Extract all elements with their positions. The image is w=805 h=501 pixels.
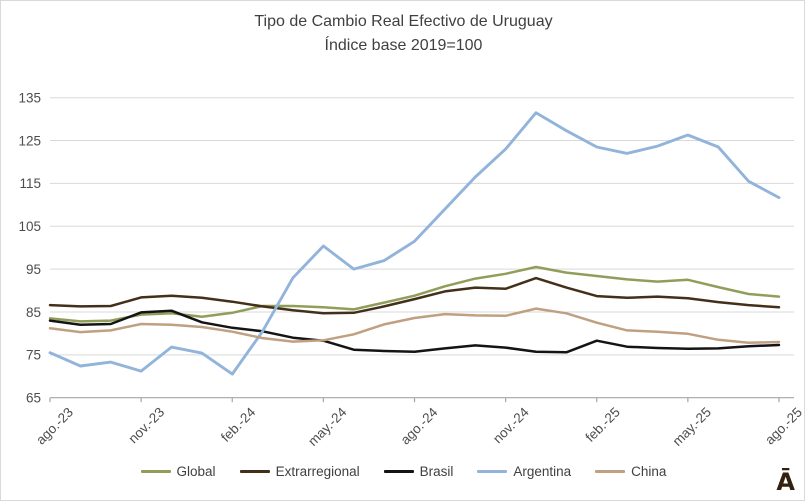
chart-title-line2: Índice base 2019=100: [324, 37, 483, 54]
legend-item-global: Global: [140, 464, 216, 479]
x-tick-label-6: feb.-25: [583, 405, 623, 445]
x-tick-label-8: ago.-25: [762, 405, 805, 448]
chart-legend: Global Extrarregional Brasil Argentina China: [1, 464, 804, 479]
y-tick-label-105: 105: [18, 219, 41, 234]
legend-swatch-argentina: [477, 470, 508, 473]
x-tick-label-2: feb.-24: [218, 404, 259, 445]
series-line-brasil: [48, 309, 781, 354]
x-tick-label-3: may.-24: [305, 404, 350, 449]
y-tick-label-65: 65: [26, 391, 41, 406]
y-tick-label-115: 115: [19, 176, 41, 191]
series-line-extrarregional: [48, 276, 781, 315]
series-line-global: [48, 265, 781, 323]
chart-title: Tipo de Cambio Real Efectivo de Uruguay …: [1, 10, 804, 58]
y-tick-label-125: 125: [18, 133, 41, 148]
x-tick-label-1: nov.-23: [126, 405, 168, 447]
legend-item-extrarregional: Extrarregional: [239, 464, 360, 479]
logo-mark: Ā: [776, 468, 795, 496]
y-tick-label-85: 85: [26, 305, 41, 320]
y-tick-label-95: 95: [26, 262, 41, 277]
legend-swatch-global: [140, 470, 171, 473]
series-line-china: [48, 307, 781, 345]
legend-item-china: China: [595, 464, 666, 479]
legend-item-argentina: Argentina: [477, 464, 571, 479]
legend-swatch-extrarregional: [239, 470, 270, 473]
legend-label-argentina: Argentina: [513, 464, 572, 479]
x-tick-label-7: may.-25: [670, 405, 714, 449]
x-tick-label-5: nov.-24: [490, 404, 532, 446]
series-line-argentina: [48, 111, 781, 376]
y-tick-label-135: 135: [18, 91, 41, 106]
legend-label-brasil: Brasil: [419, 464, 454, 479]
chart-title-line1: Tipo de Cambio Real Efectivo de Uruguay: [254, 13, 553, 30]
legend-swatch-brasil: [383, 470, 414, 473]
y-tick-label-75: 75: [26, 348, 41, 363]
x-tick-label-4: ago.-24: [398, 404, 441, 447]
x-tick-label-0: ago.-23: [33, 405, 76, 448]
legend-swatch-china: [595, 470, 626, 473]
legend-label-global: Global: [176, 464, 216, 479]
legend-label-china: China: [631, 464, 667, 479]
legend-label-extrarregional: Extrarregional: [275, 464, 360, 479]
legend-item-brasil: Brasil: [383, 464, 454, 479]
